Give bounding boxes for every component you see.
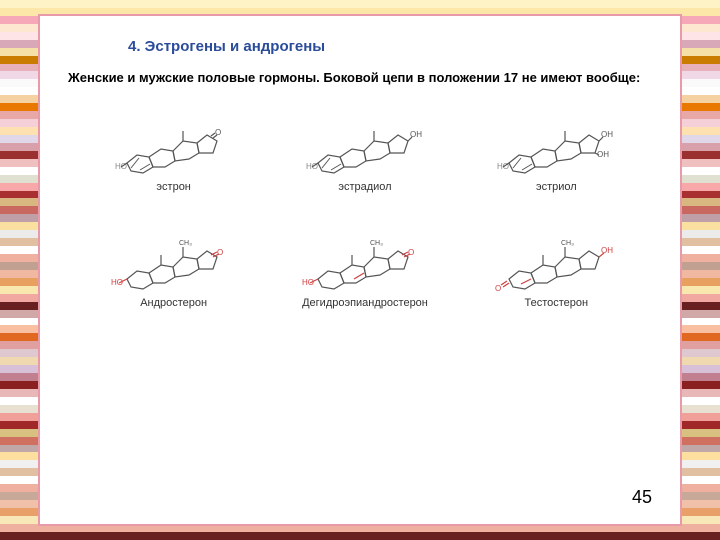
body-text: Женские и мужские половые гормоны. Боков… <box>68 69 652 87</box>
chem-label: эстрон <box>156 181 190 193</box>
svg-text:CH₃: CH₃ <box>179 240 192 247</box>
chem-row-1: HO O эстрон HO OH эстрадиол <box>78 105 652 193</box>
chem-structure: HO O эстрон <box>89 105 259 193</box>
svg-text:O: O <box>217 248 223 257</box>
chem-label: Тестостерон <box>525 297 589 309</box>
chem-label: эстриол <box>536 181 577 193</box>
section-title: 4. Эстрогены и андрогены <box>128 38 652 55</box>
chem-structure: O CH₃ OH Тестостерон <box>471 221 641 309</box>
chemical-grid: HO O эстрон HO OH эстрадиол <box>78 105 652 309</box>
chem-label: эстрадиол <box>338 181 391 193</box>
slide: 4. Эстрогены и андрогены Женские и мужск… <box>38 14 682 526</box>
svg-text:O: O <box>495 284 501 293</box>
svg-text:O: O <box>408 248 414 257</box>
chem-structure: HO OH эстрадиол <box>280 105 450 193</box>
chem-label: Дегидроэпиандростерон <box>302 297 428 309</box>
chem-label: Андростерон <box>140 297 207 309</box>
chem-row-2: HO CH₃ O Андростерон HO CH₃ <box>78 221 652 309</box>
svg-text:CH₃: CH₃ <box>370 240 383 247</box>
chem-structure: HO CH₃ O Дегидроэпиандростерон <box>280 221 450 309</box>
chem-structure: HO OH OH эстриол <box>471 105 641 193</box>
svg-text:CH₃: CH₃ <box>561 240 574 247</box>
page-number: 45 <box>632 487 652 508</box>
chem-structure: HO CH₃ O Андростерон <box>89 221 259 309</box>
